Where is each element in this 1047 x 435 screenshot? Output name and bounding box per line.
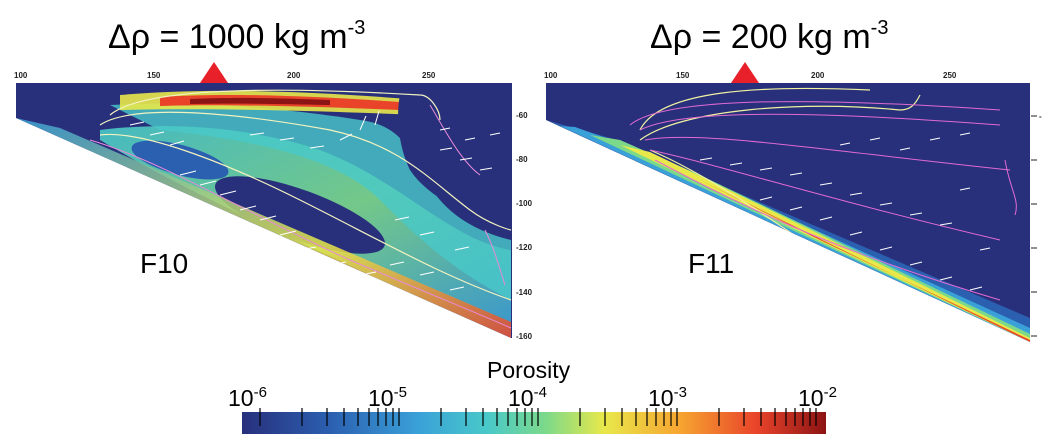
panel-1-y-tick: -120 [516,243,533,252]
colorbar-tick-label: 10-3 [648,384,687,411]
panel-1-x-tick: 150 [147,71,161,80]
trench-marker [200,62,228,83]
panel-1-x-tick: 200 [287,71,301,80]
panel-1-y-tick: -100 [516,199,533,208]
panel-2-label: F11 [688,248,734,279]
panel-1-velocity-arrows [129,110,501,291]
panel-2-y-tick-partial: - [1039,112,1042,121]
colorbar-gradient [242,412,826,434]
colorbar-title: Porosity [487,357,571,383]
trench-marker [731,62,759,83]
panel-1-title: Δρ = 1000 kg m-3 [108,17,365,56]
colorbar-tick-label: 10-4 [508,384,547,411]
porosity-colorbar: Porosity [228,357,837,434]
panel-1-label: F10 [140,248,188,279]
panel-1-y-tick: -80 [516,155,528,164]
panel-1-x-tick: 100 [14,71,28,80]
panel-2-x-tick: 100 [544,71,558,80]
panel-2: 100 150 200 250 - F11 [544,62,1042,342]
panel-2-title: Δρ = 200 kg m-3 [650,17,888,56]
panel-1-y-tick: -160 [516,332,533,341]
panel-1-y-tick: -140 [516,288,533,297]
panel-2-x-tick: 200 [811,71,825,80]
panel-1-x-tick: 250 [422,71,436,80]
colorbar-tick-label: 10-6 [228,384,267,411]
colorbar-tick-label: 10-2 [798,384,837,411]
panel-1: 100 150 200 250 -60 -80 -100 -120 -140 -… [14,62,533,341]
panel-2-velocity-arrows [699,132,991,291]
panel-1-y-tick: -60 [516,111,528,120]
colorbar-minor-ticks [259,408,817,426]
panel-2-porosity-field [546,83,1030,342]
panel-2-x-tick: 250 [943,71,957,80]
colorbar-tick-label: 10-5 [368,384,407,411]
panel-1-porosity-field [16,83,512,338]
panel-2-x-tick: 150 [676,71,690,80]
